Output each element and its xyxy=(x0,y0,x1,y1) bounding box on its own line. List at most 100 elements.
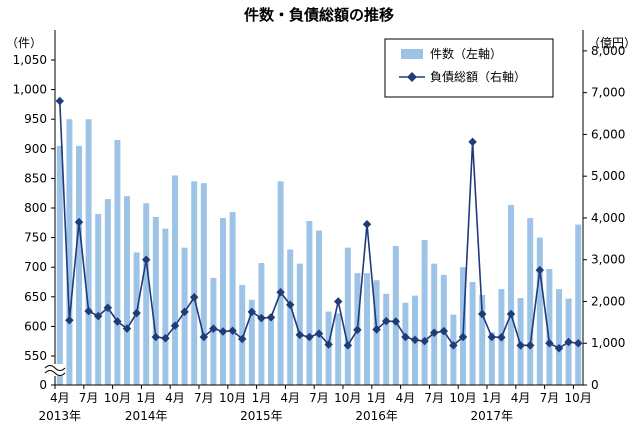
x-tick-label: 7月 xyxy=(309,391,329,405)
line-point xyxy=(343,341,353,350)
left-tick-label: 800 xyxy=(24,201,47,215)
right-tick-label: 7,000 xyxy=(591,86,625,100)
legend-box xyxy=(384,38,554,98)
right-tick-label: 2,000 xyxy=(591,294,625,308)
right-tick-label: 0 xyxy=(591,378,599,392)
bar xyxy=(364,273,370,385)
line-point xyxy=(161,333,170,343)
bar xyxy=(152,216,159,385)
x-tick-label: 10月 xyxy=(219,391,246,405)
bar xyxy=(383,293,390,385)
line-point xyxy=(573,338,583,348)
line-point xyxy=(170,321,180,330)
line-point xyxy=(477,309,487,319)
line-point xyxy=(122,324,132,333)
left-tick-label: 700 xyxy=(24,260,47,274)
line-point xyxy=(113,317,122,326)
x-tick-label: 7月 xyxy=(540,391,560,405)
bar xyxy=(479,295,486,385)
bar xyxy=(296,263,303,385)
line-point xyxy=(189,293,199,302)
line-point xyxy=(276,288,285,297)
line-point xyxy=(487,332,497,342)
line-point xyxy=(132,308,141,318)
right-axis-unit: （億円） xyxy=(588,36,636,50)
bar xyxy=(469,282,476,385)
line-point xyxy=(74,217,84,227)
left-tick-label: 950 xyxy=(24,112,47,126)
bar xyxy=(268,317,274,385)
bar xyxy=(316,230,322,385)
bar xyxy=(133,252,140,385)
right-tick-label: 3,000 xyxy=(591,253,625,267)
line-point xyxy=(103,303,113,312)
x-year-label: 2017年 xyxy=(471,409,514,423)
bar xyxy=(200,183,207,385)
bar xyxy=(392,245,399,385)
line-point xyxy=(525,341,535,350)
line-point xyxy=(535,265,545,275)
line-point xyxy=(449,341,458,350)
x-tick-label: 4月 xyxy=(511,391,531,405)
bar xyxy=(258,263,265,385)
line-point xyxy=(545,338,554,348)
bar xyxy=(191,181,198,385)
line-point xyxy=(324,340,333,349)
x-year-label: 2013年 xyxy=(39,409,82,423)
left-tick-label: 750 xyxy=(24,231,47,245)
line-point xyxy=(151,332,161,342)
line-point xyxy=(209,324,218,333)
bar xyxy=(508,205,514,385)
line-point xyxy=(497,333,506,342)
line-point xyxy=(401,332,410,342)
line-point xyxy=(305,332,314,342)
x-year-label: 2014年 xyxy=(125,409,168,423)
line-point xyxy=(468,137,477,147)
x-tick-label: 10月 xyxy=(104,391,131,405)
line-point xyxy=(420,336,429,346)
line-point xyxy=(180,307,189,317)
x-year-label: 2016年 xyxy=(355,409,398,423)
left-tick-label: 1,050 xyxy=(13,53,47,67)
bar xyxy=(248,299,255,385)
axis-break-mark xyxy=(44,370,66,376)
bar xyxy=(85,119,92,385)
line-point xyxy=(247,307,257,317)
line-point xyxy=(410,335,420,345)
bar xyxy=(220,218,226,385)
bar xyxy=(162,228,169,385)
line-point xyxy=(266,313,276,322)
line-point xyxy=(333,297,343,306)
line-point xyxy=(84,306,93,316)
bar xyxy=(104,199,111,385)
left-tick-label: 650 xyxy=(24,290,47,304)
left-tick-label: 850 xyxy=(24,171,47,185)
left-tick-label: 600 xyxy=(24,319,47,333)
right-tick-label: 4,000 xyxy=(591,211,625,225)
x-tick-label: 10月 xyxy=(334,391,361,405)
bar xyxy=(66,119,73,385)
bar xyxy=(536,237,543,385)
line-point xyxy=(141,255,151,264)
bar xyxy=(277,181,284,385)
line-point xyxy=(93,311,103,321)
x-tick-label: 4月 xyxy=(165,391,185,405)
x-tick-label: 7月 xyxy=(194,391,214,405)
bar xyxy=(287,249,294,385)
line-point xyxy=(228,326,237,335)
x-tick-label: 10月 xyxy=(449,391,476,405)
line-point xyxy=(285,300,295,310)
line-point xyxy=(199,332,209,342)
left-axis-unit: （件） xyxy=(6,36,42,50)
right-tick-label: 6,000 xyxy=(591,127,625,141)
bar xyxy=(306,221,313,385)
x-tick-label: 1月 xyxy=(367,391,387,405)
bar xyxy=(76,145,82,385)
line-point xyxy=(554,344,564,353)
x-year-label: 2015年 xyxy=(240,409,283,423)
line-point xyxy=(257,313,266,323)
bar xyxy=(143,203,150,385)
line-point xyxy=(237,334,247,344)
bar xyxy=(344,247,351,385)
